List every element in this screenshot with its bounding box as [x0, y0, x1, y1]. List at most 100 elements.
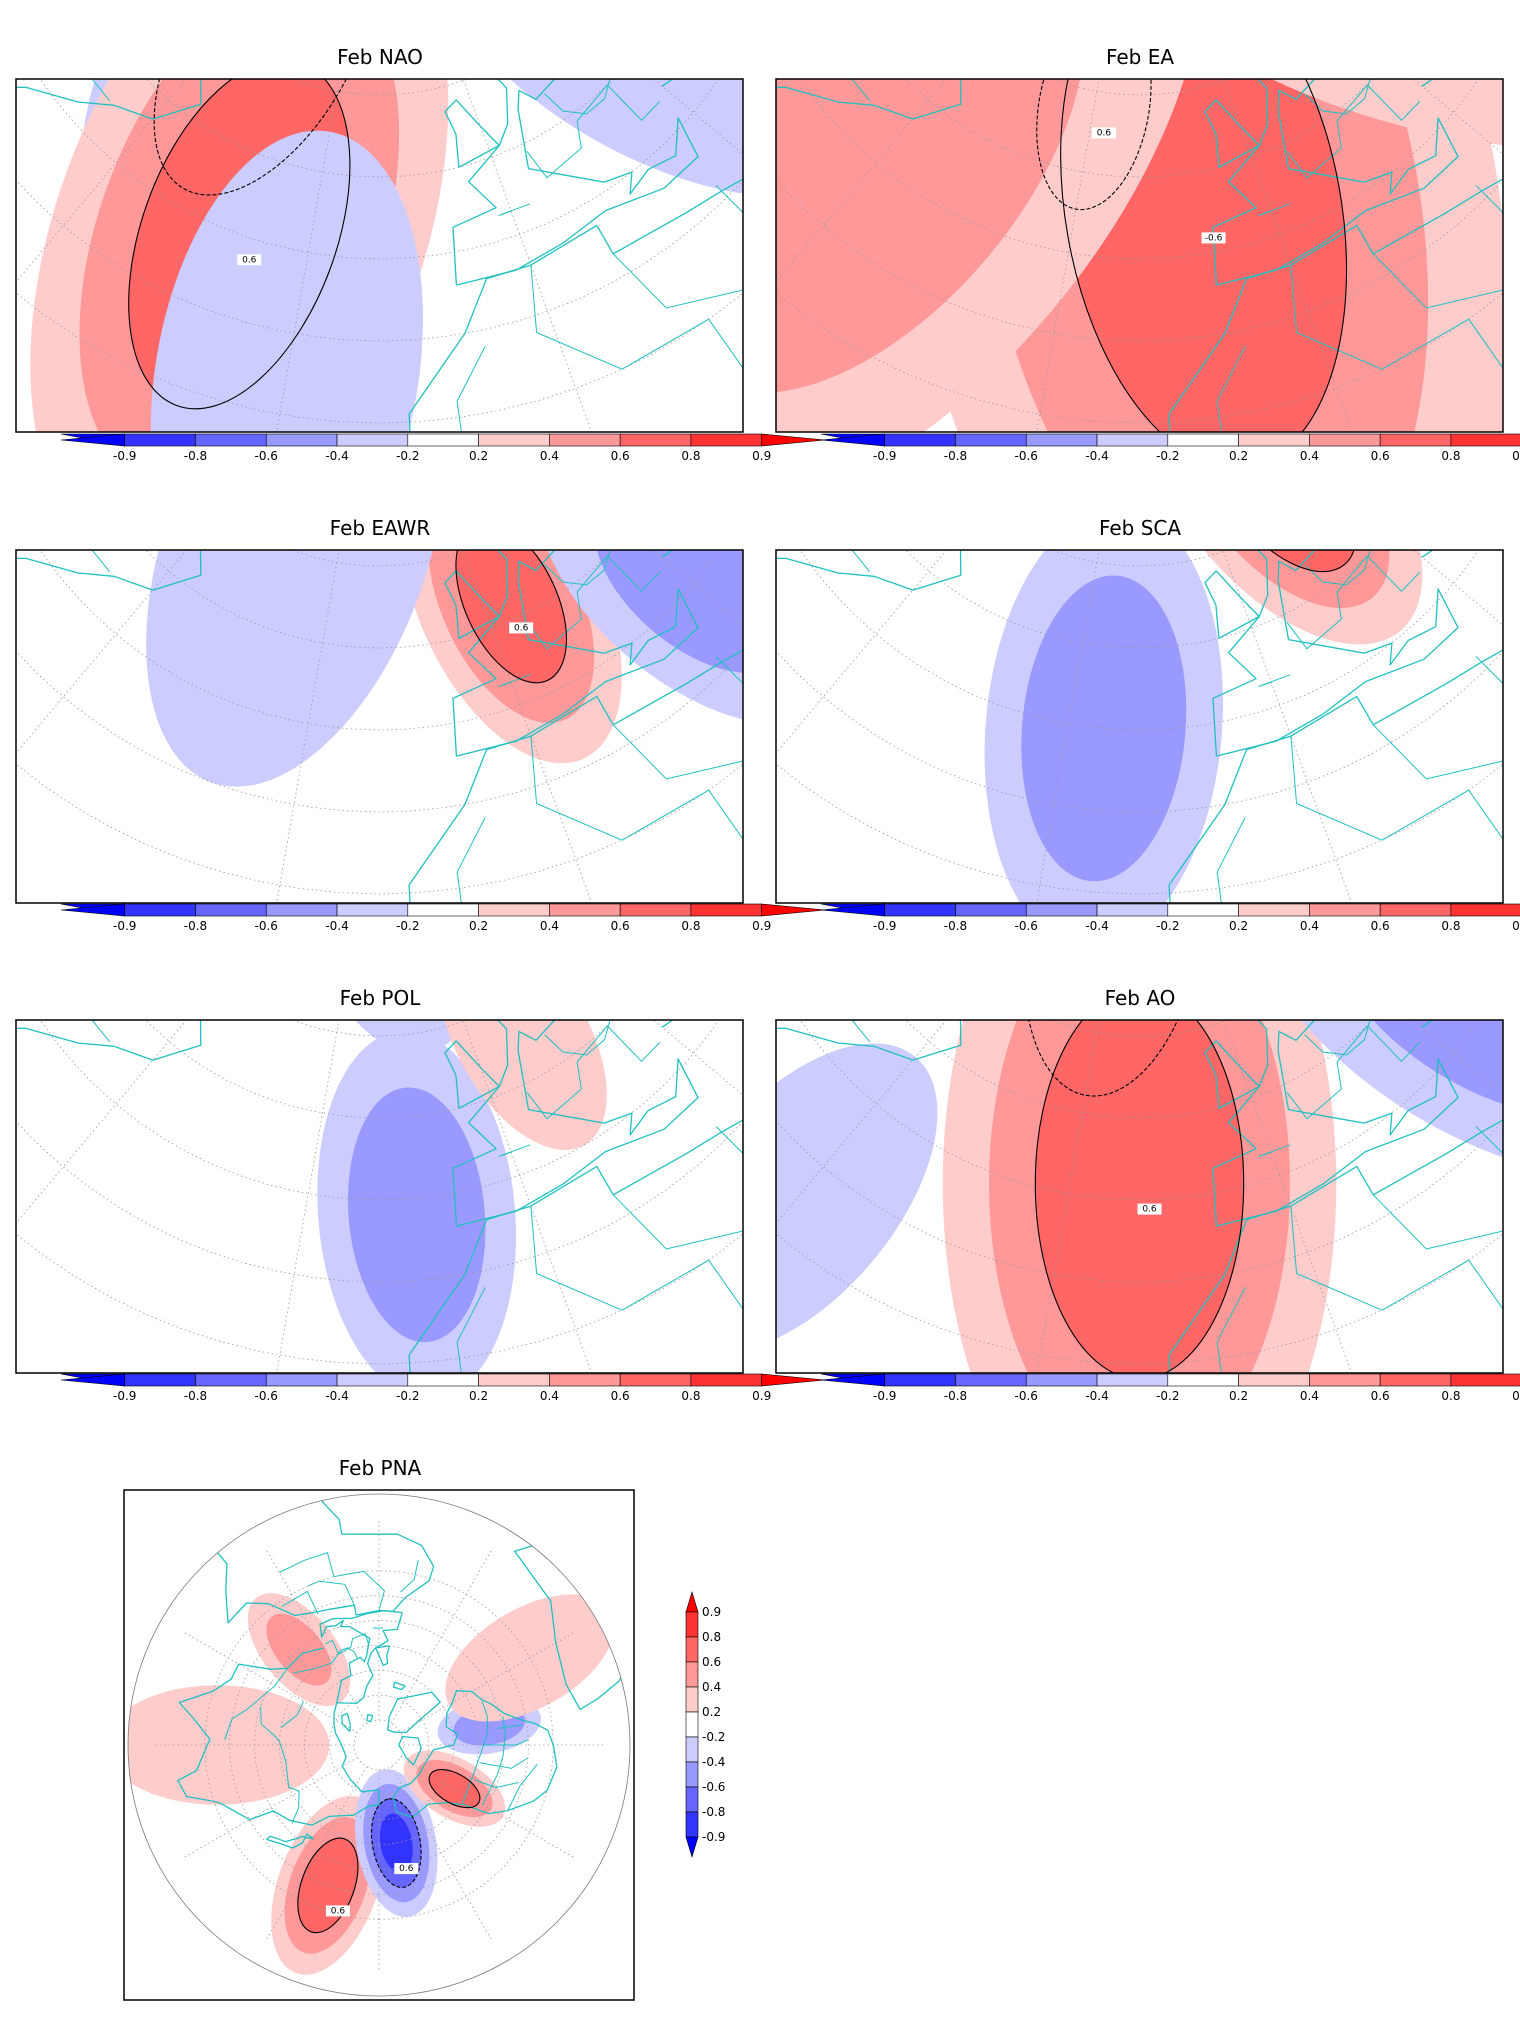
- coastline: [452, 1020, 699, 1227]
- colorbar-segment: [1309, 903, 1381, 917]
- coastlines: [776, 550, 1503, 903]
- coastline: [266, 1833, 314, 1849]
- map-area-eawr: -0.6 0.6: [0, 219, 789, 903]
- coastline: [432, 853, 448, 874]
- latitude-circle: [39, 550, 720, 731]
- colorbar-tick-label: -0.6: [1015, 919, 1038, 933]
- colorbar-segment: [1025, 903, 1098, 917]
- country-border: [628, 732, 667, 908]
- colorbar-segment: [1167, 903, 1239, 917]
- colorbar-tick-label: -0.4: [702, 1755, 725, 1769]
- country-border: [691, 219, 789, 306]
- colorbar-segment: [884, 903, 956, 917]
- anomaly-band: [1035, 1020, 1244, 1373]
- coastline: [16, 79, 202, 120]
- colorbar-segment: [549, 1373, 621, 1387]
- colorbar-tick-label: 0.9: [752, 1389, 771, 1403]
- colorbar-segment: [195, 903, 267, 917]
- country-border: [715, 1125, 743, 1155]
- map-panel-pna: Feb PNA 0.6 0.6: [123, 1456, 635, 2001]
- coastline: [477, 371, 621, 433]
- colorbar-tick-label: 0.9: [1512, 919, 1520, 933]
- country-border: [483, 1739, 529, 1746]
- map-area-pol: [0, 371, 743, 1373]
- colorbar-segment: [407, 1373, 479, 1387]
- anomaly-band: [455, 550, 567, 683]
- colorbar-segment: [884, 1373, 956, 1387]
- colorbar-tick-label: -0.4: [1085, 449, 1108, 463]
- coastline: [392, 1690, 558, 1818]
- country-border: [0, 438, 56, 505]
- coastline: [444, 99, 500, 168]
- coastline: [776, 79, 962, 120]
- country-border: [1475, 655, 1503, 685]
- colorbar-segment: [1450, 433, 1520, 447]
- latitude-circle: [799, 1020, 1480, 1201]
- colorbar-tick-label: -0.8: [944, 449, 967, 463]
- map-frame: [775, 1019, 1504, 1374]
- map-frame: [123, 1489, 635, 2001]
- colorbar-tick-label: 0.4: [1300, 919, 1319, 933]
- colorbar-tick-label: -0.2: [396, 449, 419, 463]
- contour-label-bg: [1201, 232, 1226, 244]
- coastline: [177, 1647, 380, 1826]
- anomaly-band: [128, 1685, 330, 1805]
- country-border: [1372, 253, 1503, 309]
- colorbar-segment: [1238, 903, 1310, 917]
- colorbar-tick-label: 0.4: [540, 919, 559, 933]
- meridian-line: [400, 1757, 574, 1858]
- country-border: [281, 1590, 319, 1615]
- latitude-circle: [976, 0, 1304, 13]
- coastline: [408, 1119, 743, 1373]
- coastline: [776, 550, 962, 591]
- colorbar-segment: [195, 1373, 267, 1387]
- country-border: [224, 1667, 288, 1740]
- colorbar-segment: [1309, 1373, 1381, 1387]
- country-border: [324, 1633, 369, 1655]
- contour-label: -0.6: [1205, 233, 1223, 243]
- country-border: [526, 84, 661, 179]
- colorbar-tick-label: 0.4: [1300, 1389, 1319, 1403]
- colorbar-tick-label: 0.4: [1300, 449, 1319, 463]
- colorbar-tick-label: -0.2: [396, 919, 419, 933]
- contour-line: [1060, 79, 1348, 432]
- coastline: [432, 383, 448, 404]
- contour-line: [1036, 79, 1152, 211]
- colorbar-tick-label: -0.2: [1156, 919, 1179, 933]
- country-border: [612, 253, 743, 309]
- country-border: [456, 1287, 486, 1373]
- coastline: [1168, 1119, 1503, 1373]
- colorbar-tick-label: -0.6: [255, 1389, 278, 1403]
- country-border: [260, 1706, 280, 1742]
- colorbar-tick-label: -0.9: [873, 919, 896, 933]
- contour-label-bg: [1091, 127, 1116, 139]
- country-border: [400, 1559, 419, 1593]
- contour-line: [370, 1798, 422, 1888]
- country-border: [1258, 203, 1291, 216]
- coastline: [16, 550, 202, 591]
- colorbar-segment: [1238, 433, 1310, 447]
- meridian-line: [400, 1632, 574, 1733]
- anomaly-band: [347, 1087, 486, 1343]
- colorbar-segment: [265, 903, 338, 917]
- colorbar-ao: -0.9 -0.8 -0.6 -0.4 -0.2 0.2 0.4 0.6 0.8 0.9: [820, 1373, 1520, 1403]
- country-border: [482, 1716, 507, 1806]
- contour-label-bg: [263, 68, 287, 79]
- latitude-circle: [229, 1595, 529, 1895]
- map-area-ao: -0.6 0.6: [628, 732, 1520, 1373]
- anomaly-band: [1021, 575, 1187, 882]
- map-frame: [775, 78, 1504, 433]
- meridian-line: [1220, 804, 1520, 918]
- coastline: [486, 799, 528, 852]
- colorbar-segment: [1450, 903, 1520, 917]
- country-border: [0, 722, 29, 1018]
- country-border: [1216, 817, 1246, 903]
- map-title-eawr: Feb EAWR: [330, 516, 431, 540]
- country-border: [530, 1206, 743, 1311]
- country-border: [293, 1647, 358, 1674]
- country-border: [662, 733, 702, 840]
- coastline: [392, 1681, 406, 1691]
- colorbar-segment: [195, 433, 267, 447]
- map-area-sca: 0.6: [776, 550, 1503, 903]
- map-area-ea: 0.6 -0.6: [776, 0, 1503, 432]
